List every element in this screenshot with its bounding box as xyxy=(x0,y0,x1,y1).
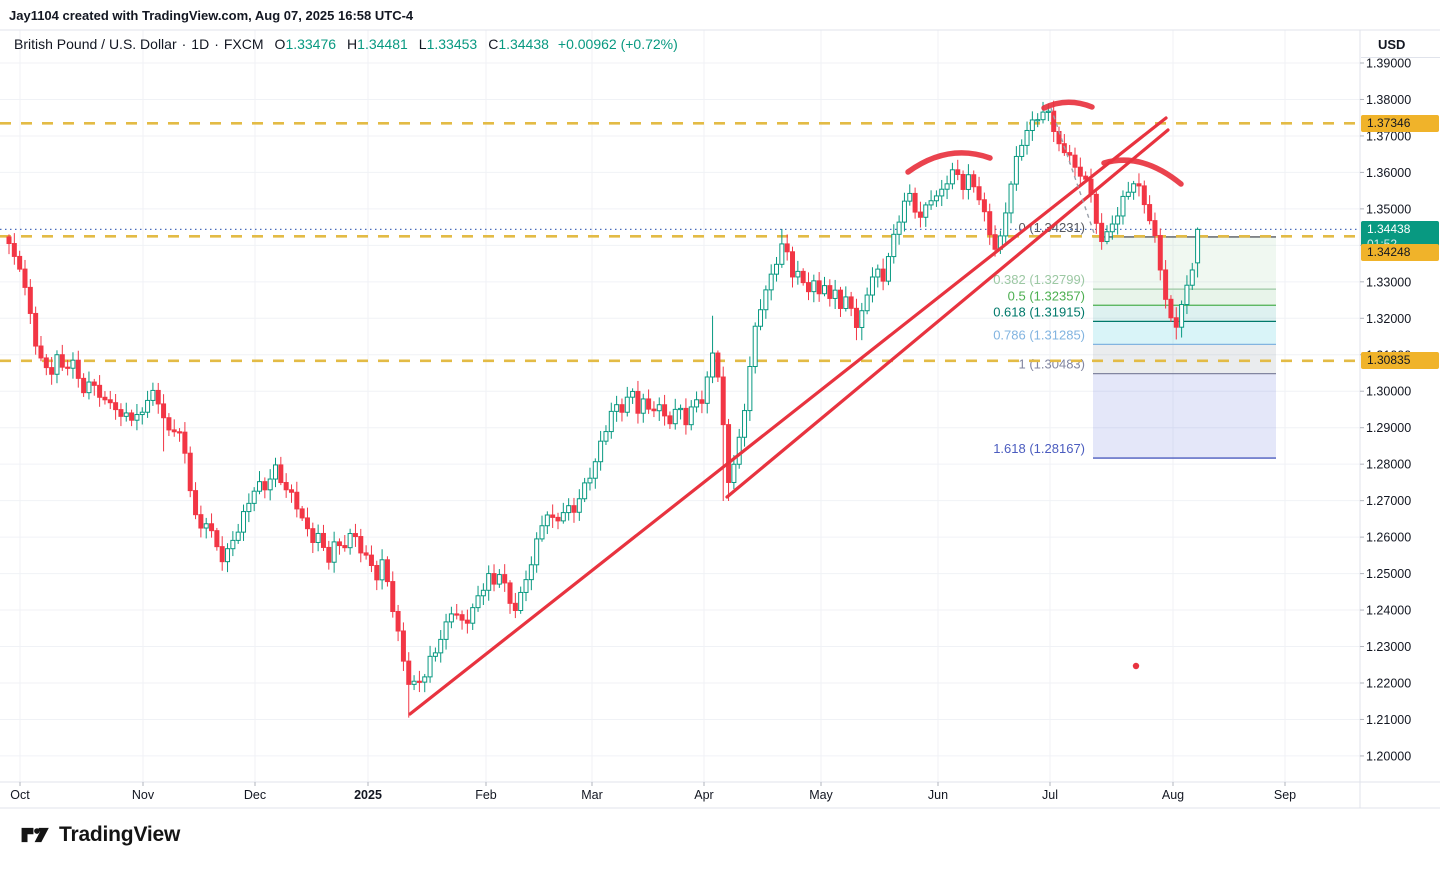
exchange-label: FXCM xyxy=(223,36,264,52)
price-level-badge-lower: 1.30835 xyxy=(1361,352,1439,370)
fib-level-label: 0.786 (1.31285) xyxy=(993,327,1085,342)
high-key: H xyxy=(347,36,358,52)
time-axis-tick: 2025 xyxy=(354,788,382,802)
time-axis-tick: Apr xyxy=(694,788,713,802)
time-axis-tick: Nov xyxy=(132,788,155,802)
price-axis-tick: 1.36000 xyxy=(1366,166,1411,180)
time-axis-tick: Jul xyxy=(1042,788,1058,802)
price-axis-tick: 1.30000 xyxy=(1366,385,1411,399)
price-axis-tick: 1.24000 xyxy=(1366,604,1411,618)
time-axis-tick: Jun xyxy=(928,788,948,802)
price-axis-tick: 1.21000 xyxy=(1366,713,1411,727)
last-price-value: 1.34438 xyxy=(1367,222,1411,237)
draw-layer xyxy=(408,99,1184,716)
close-value: 1.34438 xyxy=(498,36,549,52)
time-axis-tick: Mar xyxy=(581,788,603,802)
price-axis-tick: 1.37000 xyxy=(1366,129,1411,143)
chrome-layer xyxy=(0,29,1440,809)
change-value: +0.00962 (+0.72%) xyxy=(557,36,678,52)
price-axis-tick: 1.39000 xyxy=(1366,57,1411,71)
price-level-badge-upper: 1.37346 xyxy=(1361,114,1439,132)
price-axis-tick: 1.38000 xyxy=(1366,93,1411,107)
fiblabels-layer: 0 (1.34231)0.382 (1.32799)0.5 (1.32357)0… xyxy=(993,220,1085,456)
price-axis-tick: 1.25000 xyxy=(1366,567,1411,581)
fib-level-label: 0.382 (1.32799) xyxy=(993,272,1085,287)
low-value: 1.33453 xyxy=(426,36,478,52)
close-key: C xyxy=(488,36,499,52)
fib-level-label: 1 (1.30483) xyxy=(1019,357,1086,372)
time-axis-tick: Aug xyxy=(1162,788,1184,802)
fib-layer xyxy=(1093,236,1276,459)
price-axis-tick: 1.32000 xyxy=(1366,312,1411,326)
interval-label: 1D xyxy=(191,36,210,52)
price-level-badge-middle: 1.34248 xyxy=(1361,244,1439,262)
tradingview-logo-icon xyxy=(21,827,49,843)
price-axis-tick: 1.33000 xyxy=(1366,275,1411,289)
currency-axis-label[interactable]: USD xyxy=(1361,31,1440,58)
price-axis-tick: 1.35000 xyxy=(1366,202,1411,216)
low-key: L xyxy=(418,36,427,52)
price-axis-tick: 1.22000 xyxy=(1366,676,1411,690)
price-axis-tick: 1.27000 xyxy=(1366,494,1411,508)
price-axis-tick: 1.23000 xyxy=(1366,640,1411,654)
time-axis-tick: Dec xyxy=(244,788,266,802)
attribution-text: Jay1104 created with TradingView.com, Au… xyxy=(9,8,414,23)
legend-separator: · xyxy=(181,36,187,52)
tradingview-wordmark: TradingView xyxy=(59,823,181,846)
open-value: 1.33476 xyxy=(285,36,337,52)
price-axis-tick: 1.29000 xyxy=(1366,421,1411,435)
legend-separator: · xyxy=(214,36,219,52)
time-axis-tick: Sep xyxy=(1274,788,1296,802)
tradingview-logo[interactable]: TradingView xyxy=(20,822,180,848)
fib-level-label: 1.618 (1.28167) xyxy=(993,441,1085,456)
symbol-title: British Pound / U.S. Dollar xyxy=(14,36,177,52)
candles-layer xyxy=(6,100,1201,718)
symbol-legend[interactable]: British Pound / U.S. Dollar · 1D · FXCM O1.33… xyxy=(14,36,678,52)
grid-layer xyxy=(0,30,1360,782)
price-axis-tick: 1.28000 xyxy=(1366,458,1411,472)
high-value: 1.34481 xyxy=(357,36,408,52)
fib-level-label: 0.618 (1.31915) xyxy=(993,304,1085,319)
time-axis-tick: May xyxy=(809,788,833,802)
time-axis-tick: Oct xyxy=(10,788,30,802)
open-key: O xyxy=(274,36,286,52)
time-axis-tick: Feb xyxy=(475,788,497,802)
fib-level-label: 0.5 (1.32357) xyxy=(1008,288,1085,303)
price-axis-tick: 1.20000 xyxy=(1366,749,1411,763)
levels-layer xyxy=(0,122,1360,363)
price-axis-tick: 1.26000 xyxy=(1366,531,1411,545)
